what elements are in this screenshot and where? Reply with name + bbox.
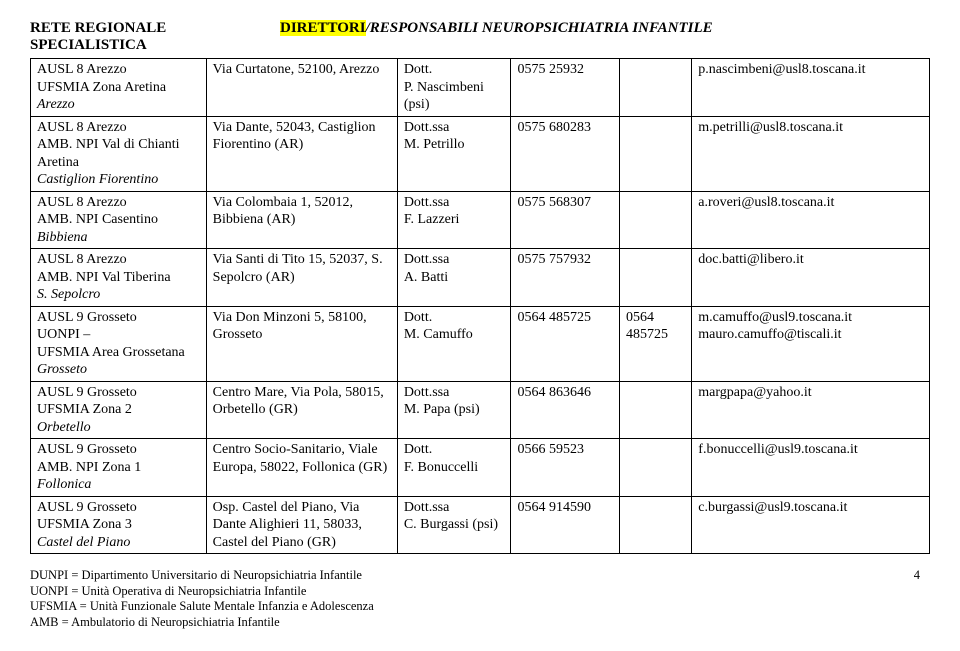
table-cell: 0575 757932 (511, 249, 620, 307)
table-cell (619, 191, 691, 249)
table-cell: Via Dante, 52043, Castiglion Fiorentino … (206, 116, 397, 191)
table-cell: Via Don Minzoni 5, 58100, Grosseto (206, 306, 397, 381)
footer-line: DUNPI = Dipartimento Universitario di Ne… (30, 568, 374, 584)
table-cell: Dott.ssaF. Lazzeri (397, 191, 511, 249)
table-cell (619, 249, 691, 307)
table-cell: 0575 568307 (511, 191, 620, 249)
table-cell (619, 59, 691, 117)
table-cell (619, 116, 691, 191)
table-cell: AUSL 8 ArezzoAMB. NPI Val TiberinaS. Sep… (31, 249, 207, 307)
table-cell: Dott.ssaM. Petrillo (397, 116, 511, 191)
table-cell: f.bonuccelli@usl9.toscana.it (692, 439, 930, 497)
table-cell: p.nascimbeni@usl8.toscana.it (692, 59, 930, 117)
header-right: DIRETTORI/RESPONSABILI NEUROPSICHIATRIA … (280, 20, 713, 54)
directory-table: AUSL 8 ArezzoUFSMIA Zona AretinaArezzoVi… (30, 58, 930, 554)
table-cell: AUSL 8 ArezzoUFSMIA Zona AretinaArezzo (31, 59, 207, 117)
table-cell: AUSL 9 GrossetoUFSMIA Zona 3Castel del P… (31, 496, 207, 554)
table-cell: Via Curtatone, 52100, Arezzo (206, 59, 397, 117)
table-cell: 0564 485725 (619, 306, 691, 381)
table-cell: AUSL 9 GrossetoAMB. NPI Zona 1Follonica (31, 439, 207, 497)
table-cell: a.roveri@usl8.toscana.it (692, 191, 930, 249)
footer-line: AMB = Ambulatorio di Neuropsichiatria In… (30, 615, 374, 631)
table-cell: Dott.ssaA. Batti (397, 249, 511, 307)
table-cell: Dott.ssaC. Burgassi (psi) (397, 496, 511, 554)
table-cell: AUSL 9 GrossetoUFSMIA Zona 2Orbetello (31, 381, 207, 439)
table-cell (619, 496, 691, 554)
table-cell: Centro Mare, Via Pola, 58015, Orbetello … (206, 381, 397, 439)
table-row: AUSL 9 GrossetoUFSMIA Zona 3Castel del P… (31, 496, 930, 554)
footer: DUNPI = Dipartimento Universitario di Ne… (30, 568, 930, 631)
table-cell: Dott.P. Nascimbeni (psi) (397, 59, 511, 117)
table-cell: 0564 485725 (511, 306, 620, 381)
table-cell: Via Colombaia 1, 52012, Bibbiena (AR) (206, 191, 397, 249)
table-row: AUSL 8 ArezzoAMB. NPI CasentinoBibbienaV… (31, 191, 930, 249)
table-cell (619, 439, 691, 497)
header-highlight: DIRETTORI (280, 20, 366, 36)
header-rest: /RESPONSABILI NEUROPSICHIATRIA INFANTILE (366, 20, 713, 36)
table-cell: Centro Socio-Sanitario, Viale Europa, 58… (206, 439, 397, 497)
table-cell: m.camuffo@usl9.toscana.itmauro.camuffo@t… (692, 306, 930, 381)
table-cell: 0564 863646 (511, 381, 620, 439)
table-row: AUSL 9 GrossetoUONPI –UFSMIA Area Grosse… (31, 306, 930, 381)
table-row: AUSL 8 ArezzoAMB. NPI Val di Chianti Are… (31, 116, 930, 191)
footer-line: UFSMIA = Unità Funzionale Salute Mentale… (30, 599, 374, 615)
table-cell: Osp. Castel del Piano, Via Dante Alighie… (206, 496, 397, 554)
page-header: RETE REGIONALE SPECIALISTICA DIRETTORI/R… (30, 20, 930, 54)
table-row: AUSL 9 GrossetoUFSMIA Zona 2OrbetelloCen… (31, 381, 930, 439)
table-cell: margpapa@yahoo.it (692, 381, 930, 439)
table-cell: AUSL 8 ArezzoAMB. NPI Val di Chianti Are… (31, 116, 207, 191)
table-cell: AUSL 8 ArezzoAMB. NPI CasentinoBibbiena (31, 191, 207, 249)
table-cell: 0566 59523 (511, 439, 620, 497)
table-cell: Dott.ssaM. Papa (psi) (397, 381, 511, 439)
table-row: AUSL 9 GrossetoAMB. NPI Zona 1FollonicaC… (31, 439, 930, 497)
table-cell: Dott.M. Camuffo (397, 306, 511, 381)
table-cell: AUSL 9 GrossetoUONPI –UFSMIA Area Grosse… (31, 306, 207, 381)
table-cell: Dott.F. Bonuccelli (397, 439, 511, 497)
table-cell: c.burgassi@usl9.toscana.it (692, 496, 930, 554)
table-cell: 0564 914590 (511, 496, 620, 554)
table-row: AUSL 8 ArezzoAMB. NPI Val TiberinaS. Sep… (31, 249, 930, 307)
page-number: 4 (914, 568, 930, 631)
table-row: AUSL 8 ArezzoUFSMIA Zona AretinaArezzoVi… (31, 59, 930, 117)
table-cell: 0575 25932 (511, 59, 620, 117)
table-cell: doc.batti@libero.it (692, 249, 930, 307)
header-left: RETE REGIONALE SPECIALISTICA (30, 20, 280, 54)
footer-line: UONPI = Unità Operativa di Neuropsichiat… (30, 584, 374, 600)
table-cell (619, 381, 691, 439)
table-cell: Via Santi di Tito 15, 52037, S. Sepolcro… (206, 249, 397, 307)
table-cell: 0575 680283 (511, 116, 620, 191)
table-cell: m.petrilli@usl8.toscana.it (692, 116, 930, 191)
footer-legend: DUNPI = Dipartimento Universitario di Ne… (30, 568, 374, 631)
